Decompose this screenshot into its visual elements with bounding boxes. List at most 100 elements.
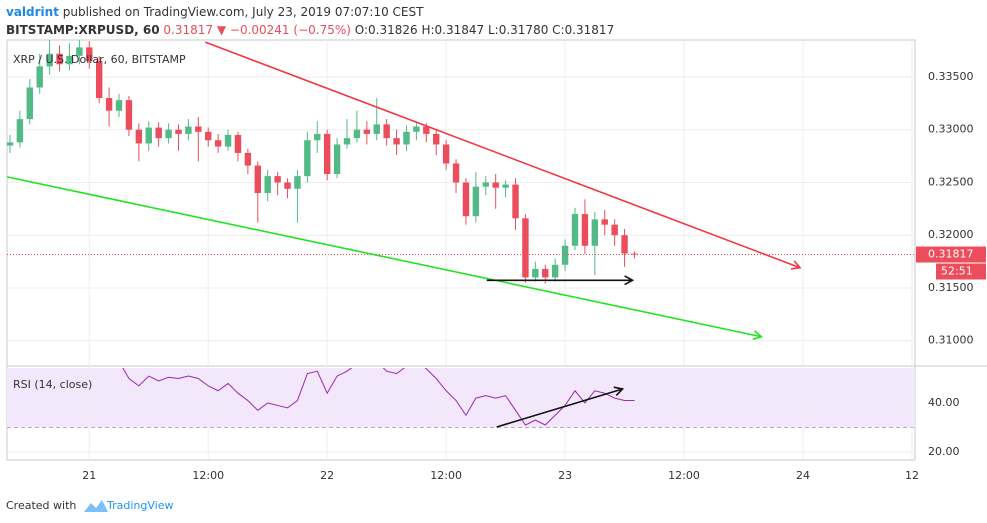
last-price-box [916,246,986,263]
candle-body [522,218,529,278]
candle-body [7,142,14,146]
ohlc-high: H:0.31847 [418,23,485,37]
candle-body [36,66,43,88]
rsi-trendline [496,388,623,428]
symbol: BITSTAMP:XRPUSD, 60 [6,23,160,37]
header-line-2: BITSTAMP:XRPUSD, 60 0.31817 ▼ −0.00241 (… [6,23,614,37]
rsi-line [122,368,635,426]
y-tick-label: 0.32500 [928,175,974,188]
candle-body [56,53,63,65]
x-tick-label: 12:00 [668,469,700,482]
countdown-label: 52:51 [941,265,973,278]
candle-body [512,184,519,219]
candle-body [274,176,281,183]
candle-body [581,214,589,246]
candle-body [214,140,222,147]
x-tick-label: 12:00 [430,469,462,482]
last-price-label: 0.31817 [928,248,974,261]
y-tick-label: 0.32000 [928,228,974,241]
candle-body [571,214,579,246]
candle-body [314,133,321,141]
candle-body [195,126,202,132]
rsi-band [7,368,915,428]
last: 0.31817 [160,23,213,37]
x-tick-label: 21 [82,469,96,482]
x-tick-label: 24 [796,469,810,482]
candle-body [175,129,182,134]
rsi-tick-label: 40.00 [928,396,960,409]
candle-body [145,127,152,144]
candle-body [343,138,351,145]
candle-body [492,182,499,188]
footer-text: Created with [6,499,76,512]
x-tick-label: 22 [320,469,334,482]
candle-body [95,61,103,99]
candle-body [264,176,271,194]
x-tick-label: 12 [905,469,919,482]
candle-body [442,144,450,164]
candle-body [46,53,53,67]
candle-body [482,182,489,187]
countdown-box [936,263,986,280]
candle-body [561,245,569,265]
footer-brand: TradingView [106,499,173,512]
chart-legend: XRP / U.S. Dollar, 60, BITSTAMP [13,53,186,66]
candle-body [26,87,33,120]
logo [84,500,108,512]
candle-body [244,152,252,166]
candle-body [165,129,172,139]
candle-body [135,129,143,144]
candle-body [155,127,162,139]
candle-body [125,100,133,130]
candle-body [234,134,242,153]
frame [6,39,916,461]
candle-body [16,119,24,143]
candle-body [423,126,430,134]
candle-body [383,124,390,139]
x-tick-label: 12:00 [192,469,224,482]
trendline-head [790,260,802,270]
price-pane [7,40,638,284]
candle-body [591,219,599,246]
candle-body [254,165,261,194]
candle-body [433,133,440,145]
candle-body [393,138,400,145]
change: −0.00241 (−0.75%) [226,23,351,37]
ohlc-low: L:0.31780 [484,23,548,37]
candle-body [452,163,460,183]
rsi-pane [122,368,635,426]
candle-body [472,186,480,217]
candle-body [66,55,73,65]
arrow: ▼ [213,23,227,37]
candle-body [323,133,331,175]
candle-body [551,264,559,278]
rsi-trendline-head [613,386,625,397]
trendline [6,176,762,338]
y-tick-label: 0.31500 [928,281,974,294]
candle-body [105,98,113,111]
y-tick-label: 0.31000 [928,334,974,347]
candle-body [185,126,192,134]
header-line-1: valdrint published on TradingView.com, J… [6,5,424,19]
plot-layer: 21 12:00 22 12:00 23 12:00 24 12 0.31000 0.31500 0… [6,40,986,482]
trendline [204,41,801,269]
candle-body [542,268,549,278]
published: published on TradingView.com, July 23, 2… [59,5,424,19]
candle-body [294,176,301,189]
candle-body [224,134,232,147]
candle-body [86,47,93,62]
y-tick-label: 0.33500 [928,70,974,83]
candle-body [413,126,420,132]
candle-body [333,144,341,175]
candle-body [363,129,371,134]
candle-body [403,131,410,145]
trendline-head [752,330,763,341]
candle-body [621,235,628,254]
candle-body [304,140,311,177]
candle-body [205,131,212,141]
candle-body [601,219,608,225]
rsi-legend: RSI (14, close) [13,378,92,391]
y-tick-label: 0.33000 [928,123,974,136]
candle-body [115,100,123,111]
